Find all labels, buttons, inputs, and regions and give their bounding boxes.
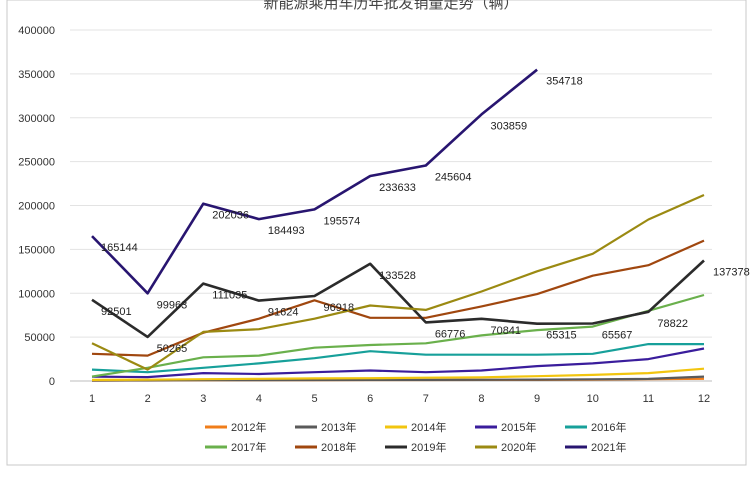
x-tick-label: 6 <box>367 393 373 405</box>
data-label: 195574 <box>324 215 361 227</box>
legend-label: 2017年 <box>231 440 266 454</box>
legend-label: 2018年 <box>321 440 356 454</box>
data-label: 65567 <box>602 329 633 341</box>
series-line <box>91 343 704 374</box>
series-lines <box>91 68 705 382</box>
data-label: 96918 <box>324 302 355 314</box>
x-tick-label: 5 <box>311 393 317 405</box>
series-line <box>91 259 705 339</box>
data-label: 165144 <box>101 242 138 254</box>
y-tick-label: 400000 <box>18 25 55 37</box>
data-label: 99963 <box>157 299 188 311</box>
y-tick-label: 100000 <box>18 288 55 300</box>
x-axis-ticks: 1 2 3 4 5 6 7 8 9 10 11 12 <box>89 393 710 405</box>
x-tick-label: 10 <box>587 393 599 405</box>
x-tick-label: 9 <box>534 393 540 405</box>
data-label: 50265 <box>157 343 188 355</box>
y-tick-label: 300000 <box>18 113 55 125</box>
gridlines <box>70 29 712 382</box>
series-line <box>91 239 705 357</box>
x-tick-label: 4 <box>256 393 262 405</box>
y-tick-label: 250000 <box>18 157 55 169</box>
data-label: 66776 <box>435 328 466 340</box>
legend-label: 2014年 <box>411 420 446 434</box>
data-label: 70841 <box>490 325 521 337</box>
y-tick-label: 150000 <box>18 244 55 256</box>
x-tick-label: 1 <box>89 393 95 405</box>
x-tick-label: 3 <box>200 393 206 405</box>
y-axis-ticks: 0 50000 100000 150000 200000 250000 300000 3500… <box>18 25 55 388</box>
x-tick-label: 11 <box>643 393 654 405</box>
data-label: 202036 <box>212 210 249 222</box>
x-tick-label: 12 <box>698 393 710 405</box>
legend: 2012年 2013年 2014年 2015年 2016年 2017年 2018年 2019年… <box>205 420 626 454</box>
y-tick-label: 50000 <box>24 332 55 344</box>
chart-title: 新能源乘用车历年批发销量走势（辆） <box>263 0 518 12</box>
series-line <box>91 68 538 295</box>
chart-border <box>6 0 747 466</box>
data-label: 303859 <box>490 120 527 132</box>
series-line <box>91 293 705 378</box>
series-line <box>91 193 705 371</box>
data-label: 111035 <box>212 290 247 302</box>
legend-label: 2021年 <box>591 440 626 454</box>
legend-label: 2019年 <box>411 440 446 454</box>
x-tick-label: 8 <box>478 393 484 405</box>
legend-label: 2016年 <box>591 420 626 434</box>
x-tick-label: 2 <box>145 393 151 405</box>
data-label: 65315 <box>546 330 577 342</box>
data-label: 91624 <box>268 307 299 319</box>
legend-label: 2020年 <box>501 440 536 454</box>
x-tick-label: 7 <box>423 393 429 405</box>
legend-label: 2015年 <box>501 420 536 434</box>
data-labels: 165144 99963 202036 184493 195574 233633 24560… <box>101 76 750 355</box>
legend-label: 2013年 <box>321 420 356 434</box>
data-label: 92501 <box>101 306 132 318</box>
data-label: 354718 <box>546 76 583 88</box>
series-line <box>91 367 705 381</box>
data-label: 184493 <box>268 225 305 237</box>
data-label: 137378 <box>713 266 750 278</box>
legend-label: 2012年 <box>231 420 266 434</box>
y-tick-label: 350000 <box>18 69 55 81</box>
data-label: 78822 <box>657 318 688 330</box>
series-line <box>91 347 705 379</box>
y-tick-label: 0 <box>49 376 55 388</box>
y-tick-label: 200000 <box>18 201 55 213</box>
data-label: 233633 <box>379 182 416 194</box>
data-label: 245604 <box>435 171 472 183</box>
data-label: 133528 <box>379 270 416 282</box>
